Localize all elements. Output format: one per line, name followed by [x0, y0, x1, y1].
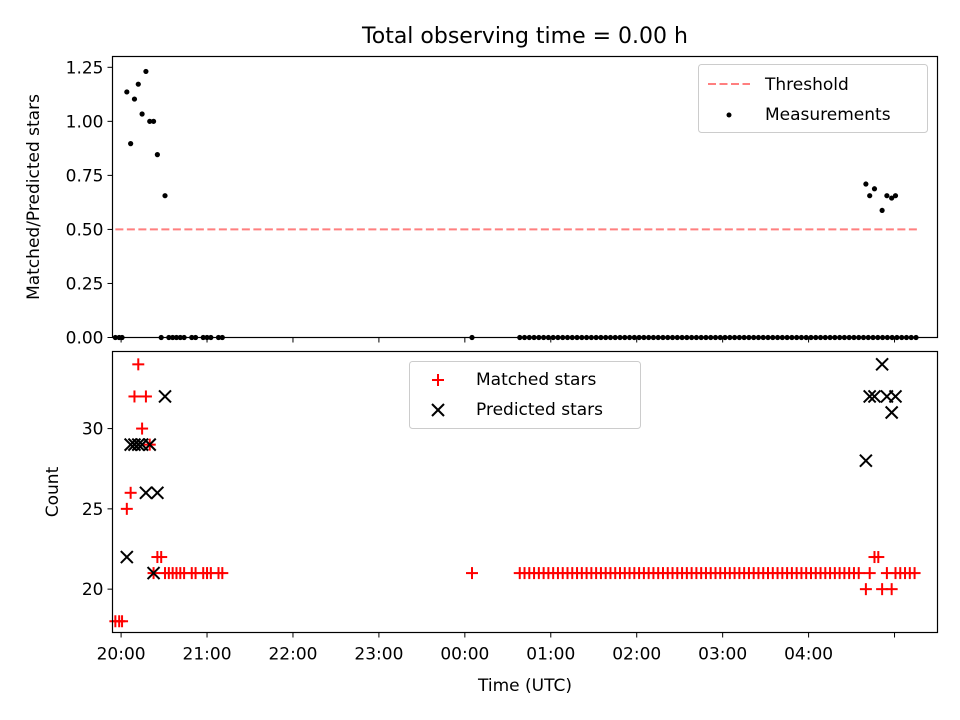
matched-stars-point — [124, 486, 137, 499]
predicted-stars-legend-swatch — [431, 403, 445, 417]
measurements-point — [889, 195, 895, 201]
predicted-stars-legend-label: Predicted stars — [476, 400, 603, 420]
bottom-y-axis-label: Count — [43, 466, 63, 517]
top-y-axis-label: Matched/Predicted stars — [24, 94, 44, 300]
top-y-tick-label: 0.75 — [66, 166, 104, 186]
measurements-point — [879, 207, 885, 214]
predicted-stars-point — [862, 389, 877, 404]
measurements-legend-label: Measurements — [765, 105, 891, 125]
x-tick-label: 20:00 — [97, 645, 146, 665]
x-tick-label: 01:00 — [526, 645, 575, 665]
matched-stars-point — [859, 583, 872, 596]
predicted-stars-point — [150, 486, 165, 500]
threshold-legend-label: Threshold — [764, 75, 849, 95]
bottom-y-ticks: 20 25 30 — [82, 420, 113, 600]
matched-stars-point — [908, 567, 921, 580]
top-y-tick-label: 1.25 — [66, 58, 104, 78]
measurements-point — [884, 193, 890, 199]
x-tick-label: 00:00 — [440, 645, 489, 665]
predicted-stars-point — [143, 437, 157, 452]
matched-stars-point — [872, 551, 885, 564]
matched-stars-point — [155, 551, 168, 564]
matched-stars-point — [852, 567, 865, 580]
predicted-stars-point — [146, 566, 161, 580]
matched-stars-legend-swatch — [432, 374, 444, 386]
measurements-point — [871, 186, 878, 192]
matched-stars-legend-label: Matched stars — [476, 370, 596, 390]
measurements-point — [143, 68, 149, 75]
matched-stars-point — [863, 567, 876, 580]
bottom-y-tick-label: 25 — [82, 500, 104, 520]
x-tick-label: 21:00 — [183, 645, 232, 665]
matched-stars-point — [132, 358, 145, 371]
x-tick-label: 03:00 — [698, 645, 747, 665]
measurements-point — [131, 96, 138, 102]
top-axes-frame — [111, 55, 939, 339]
measurements-point — [150, 118, 157, 124]
x-axis-label: Time (UTC) — [477, 676, 572, 696]
predicted-stars-point — [859, 453, 873, 468]
x-tick-label: 02:00 — [612, 645, 661, 665]
x-tick-label: 23:00 — [354, 645, 403, 665]
top-y-tick-label: 0.50 — [66, 220, 104, 240]
bottom-y-tick-label: 30 — [82, 420, 104, 440]
matched-stars-point — [116, 615, 129, 628]
predicted-stars-point — [875, 357, 889, 372]
predicted-stars-point — [884, 405, 899, 420]
predicted-stars-point — [120, 550, 134, 564]
predicted-stars-point — [139, 486, 153, 500]
top-y-tick-label: 0.00 — [66, 329, 104, 349]
measurements-point — [128, 141, 134, 147]
measurements-point — [124, 89, 130, 95]
matched-stars-point — [139, 390, 152, 403]
top-x-ticks — [120, 337, 896, 343]
top-y-ticks: 0.00 0.25 0.50 0.75 1.00 1.25 — [66, 58, 113, 349]
top-y-tick-label: 0.25 — [66, 274, 104, 294]
bottom-legend-box — [409, 361, 641, 429]
predicted-stars-point — [888, 389, 903, 404]
x-tick-label: 22:00 — [268, 645, 317, 665]
bottom-y-tick-label: 20 — [82, 580, 104, 600]
bottom-axes: 20 25 30 20:00 21:00 22:00 23:00 00:00 01:00 02:… — [43, 350, 939, 696]
matched-stars-point — [128, 390, 141, 403]
bottom-x-ticks: 20:00 21:00 22:00 23:00 00:00 01:00 02:00 03:00… — [97, 632, 896, 665]
measurements-point — [135, 81, 141, 87]
bottom-plot-marks — [109, 357, 921, 628]
top-legend-box — [698, 64, 928, 133]
predicted-stars-point — [131, 437, 145, 452]
top-axes: 0.00 0.25 0.50 0.75 1.00 1.25 Matched/Predict… — [24, 55, 939, 349]
measurements-legend-swatch — [726, 112, 732, 118]
measurements-point — [139, 111, 145, 117]
matched-stars-point — [136, 422, 149, 435]
matched-stars-point — [885, 583, 898, 596]
matched-stars-point — [466, 567, 479, 580]
matched-stars-point — [216, 567, 229, 580]
predicted-stars-point — [158, 389, 172, 404]
measurements-point — [147, 118, 153, 124]
x-tick-label: 04:00 — [784, 645, 833, 665]
measurements-point — [162, 193, 168, 199]
top-legend: Threshold Measurements — [698, 64, 928, 133]
bottom-axes-frame — [111, 350, 939, 634]
measurements-point — [863, 181, 869, 187]
measurements-point — [154, 152, 160, 158]
bottom-legend: Matched stars Predicted stars — [409, 361, 641, 429]
top-y-tick-label: 1.00 — [66, 112, 104, 132]
measurements-point — [892, 193, 899, 199]
predicted-stars-point — [867, 389, 882, 404]
chart-title: Total observing time = 0.00 h — [361, 24, 688, 49]
matched-stars-point — [120, 502, 133, 515]
measurements-point — [867, 193, 873, 199]
